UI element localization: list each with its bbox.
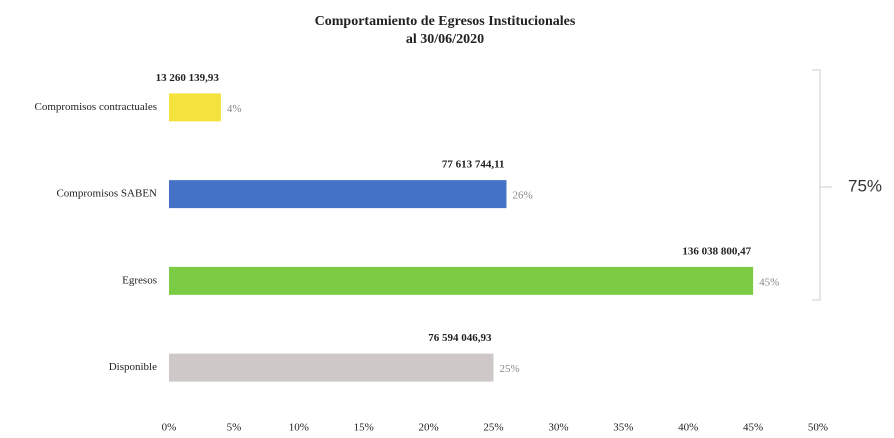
y-tick-label: Egresos — [122, 274, 157, 286]
value-label: 26% — [512, 190, 532, 202]
x-tick-label: 30% — [548, 422, 568, 434]
bar — [169, 266, 754, 295]
bar — [169, 93, 221, 122]
amount-label: 136 038 800,47 — [682, 245, 751, 257]
x-tick-label: 10% — [289, 422, 309, 434]
value-label: 25% — [500, 363, 520, 375]
x-tick-label: 45% — [743, 422, 763, 434]
x-tick-label: 25% — [483, 422, 503, 434]
bar — [169, 353, 494, 382]
bracket — [812, 69, 832, 301]
amount-label: 76 594 046,93 — [428, 332, 492, 344]
chart-subtitle: al 30/06/2020 — [406, 32, 484, 47]
x-tick-label: 0% — [162, 422, 177, 434]
x-tick-label: 5% — [227, 422, 242, 434]
value-label: 4% — [227, 103, 242, 115]
y-tick-label: Compromisos contractuales — [34, 101, 157, 113]
chart-title: Comportamiento de Egresos Institucionale… — [315, 14, 576, 29]
x-tick-label: 50% — [808, 422, 828, 434]
x-tick-label: 40% — [678, 422, 698, 434]
x-tick-label: 35% — [613, 422, 633, 434]
x-tick-label: 20% — [419, 422, 439, 434]
x-tick-label: 15% — [354, 422, 374, 434]
amount-label: 77 613 744,11 — [442, 159, 505, 171]
bar — [169, 180, 507, 209]
amount-label: 13 260 139,93 — [156, 72, 220, 84]
annotation: 75% — [848, 176, 882, 195]
value-label: 45% — [759, 276, 779, 288]
y-tick-label: Disponible — [109, 361, 157, 373]
y-tick-label: Compromisos SABEN — [56, 188, 157, 200]
